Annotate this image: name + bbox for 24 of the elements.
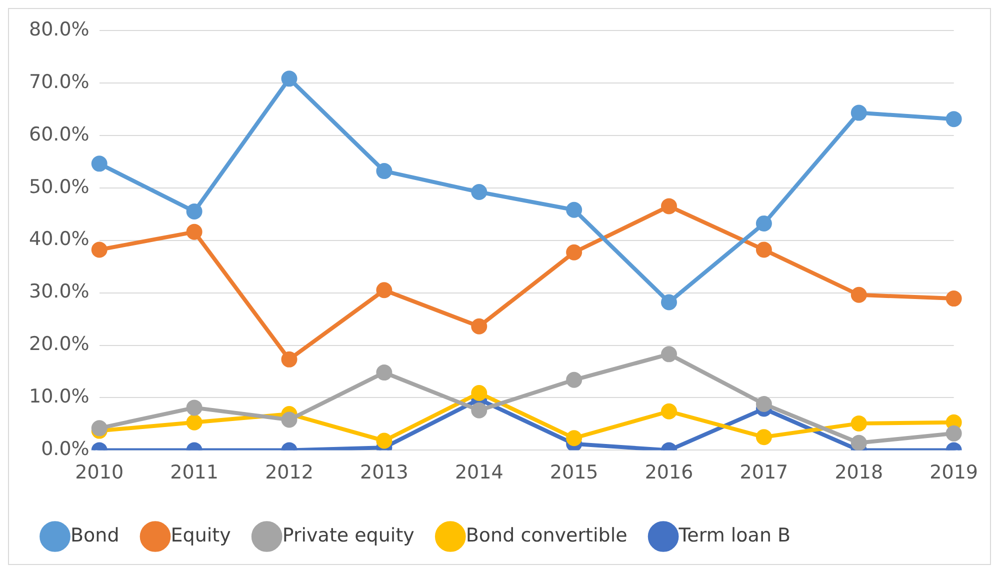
x-tick-label: 2017 — [740, 462, 788, 484]
y-tick-label: 60.0% — [29, 123, 90, 146]
y-tick-label: 50.0% — [29, 176, 90, 198]
x-tick-label: 2013 — [360, 462, 408, 484]
y-tick-label: 30.0% — [29, 280, 90, 303]
y-tick-label: 0.0% — [41, 438, 90, 460]
legend-label: Equity — [170, 524, 231, 546]
x-tick-label: 2019 — [930, 462, 978, 484]
x-tick-label: 2018 — [834, 462, 884, 484]
y-tick-label: 80.0% — [29, 18, 90, 40]
x-tick-label: 2011 — [170, 462, 218, 484]
x-tick-label: 2016 — [644, 462, 694, 484]
legend-label: Private equity — [282, 524, 414, 546]
y-tick-label: 10.0% — [29, 386, 90, 408]
legend-label: Term loan B — [678, 524, 791, 546]
x-tick-label: 2012 — [265, 462, 314, 484]
x-tick-label: 2015 — [550, 462, 598, 484]
y-tick-label: 40.0% — [29, 228, 90, 250]
legend-label: Bond — [70, 524, 120, 546]
legend-label: Bond convertible — [466, 524, 628, 546]
y-tick-label: 70.0% — [29, 70, 90, 93]
x-tick-label: 2014 — [454, 462, 504, 484]
y-tick-label: 20.0% — [29, 333, 90, 356]
x-tick-label: 2010 — [75, 462, 124, 484]
